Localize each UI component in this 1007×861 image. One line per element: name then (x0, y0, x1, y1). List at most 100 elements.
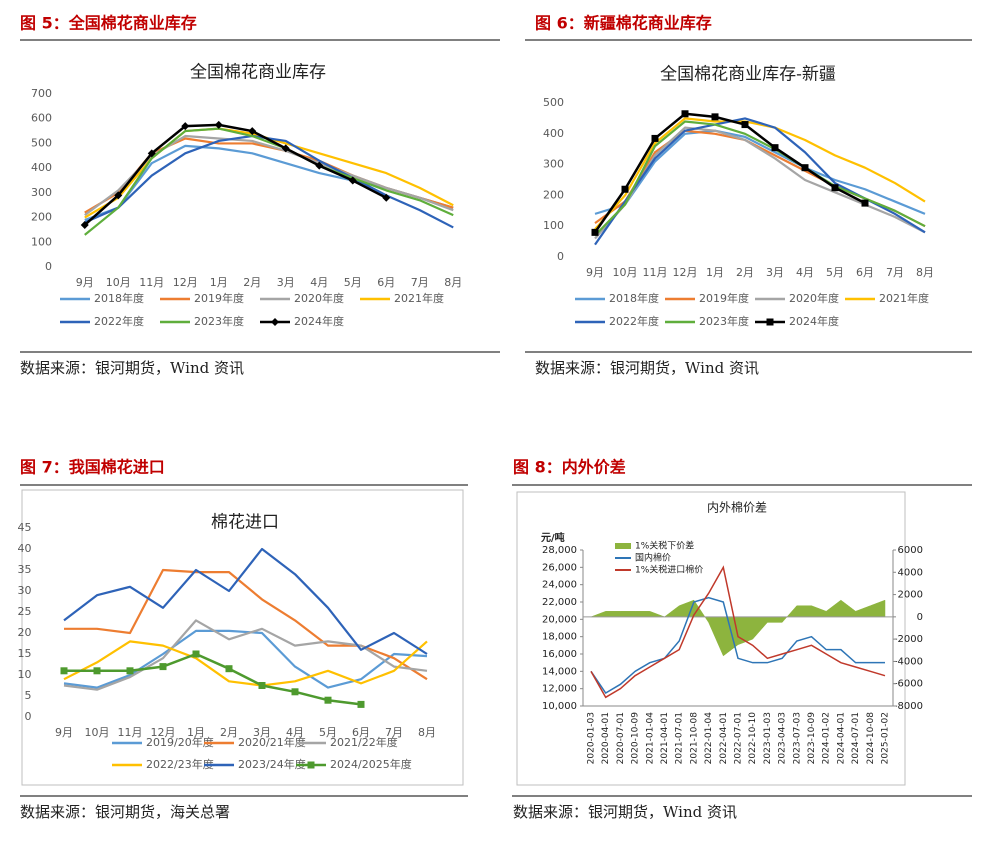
legend-label: 2018年度 (94, 291, 144, 305)
series-line (593, 112, 866, 234)
x-tick-label: 7月 (411, 276, 429, 289)
y2-tick-label: 0 (917, 612, 923, 623)
x-tick-label: 3月 (766, 266, 784, 279)
x-tick-label: 3月 (277, 276, 295, 289)
x-tick-label: 9月 (586, 266, 604, 279)
y2-tick-label: 4000 (898, 567, 923, 578)
series-line (64, 652, 362, 706)
x-tick-label: 4月 (286, 726, 304, 739)
marker (192, 650, 200, 658)
y-tick-label: 45 (18, 521, 32, 534)
y-tick-label: 300 (543, 158, 564, 171)
legend-label: 1%关税下价差 (635, 540, 694, 552)
y-tick-label: 100 (31, 235, 52, 248)
y-tick-label: 18,000 (542, 632, 577, 643)
series-line (590, 565, 886, 699)
chart-title: 内外棉价差 (707, 501, 767, 515)
marker (621, 185, 629, 193)
x-tick-label: 2023-10-09 (807, 712, 817, 765)
series-line (594, 129, 926, 215)
legend-label: 2020年度 (294, 291, 344, 305)
chart-title: 全国棉花商业库存 (190, 63, 326, 83)
series-line (594, 117, 926, 231)
x-tick-label: 2020-01-03 (587, 712, 597, 764)
spread-area (590, 599, 886, 657)
legend-label: 2019年度 (699, 291, 749, 305)
marker (93, 667, 101, 675)
x-tick-label: 2024-04-01 (836, 712, 846, 764)
legend-label: 2024年度 (789, 314, 839, 328)
x-tick-label: 5月 (319, 726, 337, 739)
marker (315, 161, 324, 170)
y-axis-label: 元/吨 (541, 531, 565, 544)
legend-marker (307, 761, 315, 769)
y2-tick-label: -2000 (894, 634, 923, 645)
figure-heading: 图 6：新疆棉花商业库存 (535, 14, 712, 33)
x-tick-label: 2月 (243, 276, 261, 289)
x-tick-label: 2022-04-01 (719, 712, 729, 764)
x-tick-label: 10月 (85, 726, 110, 739)
marker (324, 696, 332, 704)
x-tick-label: 2023-01-03 (763, 712, 773, 764)
marker (159, 663, 167, 671)
x-tick-label: 2022-01-04 (704, 712, 714, 765)
series-line (63, 619, 428, 691)
x-tick-label: 2020-04-01 (601, 712, 611, 764)
x-tick-label: 2022-10-10 (748, 712, 758, 765)
legend-marker (766, 318, 774, 326)
x-tick-label: 2024-01-02 (822, 712, 832, 764)
legend-swatch (615, 543, 631, 549)
y-tick-label: 500 (543, 96, 564, 109)
x-tick-label: 2月 (220, 726, 238, 739)
y-tick-label: 10,000 (542, 701, 577, 712)
y2-tick-label: 6000 (898, 545, 923, 556)
y-tick-label: 400 (31, 161, 52, 174)
marker (291, 688, 299, 696)
x-tick-label: 11月 (118, 726, 143, 739)
x-tick-label: 5月 (826, 266, 844, 279)
series-line (63, 640, 428, 687)
y-tick-label: 15 (18, 647, 32, 660)
x-tick-label: 5月 (344, 276, 362, 289)
series-line (594, 120, 926, 237)
y-tick-label: 20 (18, 626, 32, 639)
marker (357, 700, 365, 708)
x-tick-label: 2025-01-02 (881, 712, 891, 764)
y-tick-label: 22,000 (542, 597, 577, 608)
x-tick-label: 8月 (418, 726, 436, 739)
legend-label: 2019/20年度 (146, 735, 214, 749)
marker (258, 682, 266, 689)
figure-heading: 图 7：我国棉花进口 (20, 458, 165, 477)
chart-title: 棉花进口 (211, 513, 279, 533)
marker (861, 199, 869, 207)
marker (80, 220, 89, 229)
x-tick-label: 2020-07-01 (616, 712, 626, 764)
y-tick-label: 16,000 (542, 649, 577, 660)
legend-label: 2018年度 (609, 291, 659, 305)
x-tick-label: 2020-10-09 (631, 712, 641, 765)
marker (60, 667, 68, 675)
series-line (83, 123, 387, 226)
legend-label: 2024年度 (294, 314, 344, 328)
y-tick-label: 20,000 (542, 614, 577, 625)
legend-marker (271, 318, 279, 326)
x-tick-label: 12月 (173, 276, 198, 289)
y-tick-label: 700 (31, 87, 52, 100)
marker (801, 164, 809, 172)
y-tick-label: 5 (25, 689, 32, 702)
x-tick-label: 2024-07-01 (851, 712, 861, 764)
x-tick-label: 3月 (253, 726, 271, 739)
y-tick-label: 300 (31, 186, 52, 199)
marker (771, 144, 779, 152)
x-tick-label: 2021-01-04 (645, 712, 655, 765)
legend-label: 2020年度 (789, 291, 839, 305)
series-line (594, 126, 926, 240)
x-tick-label: 10月 (106, 276, 131, 289)
x-tick-label: 12月 (151, 726, 176, 739)
legend-label: 2020/21年度 (238, 735, 306, 749)
x-tick-label: 1月 (210, 276, 228, 289)
y2-tick-label: -8000 (894, 701, 923, 712)
y-tick-label: 12,000 (542, 684, 577, 695)
x-tick-label: 1月 (187, 726, 205, 739)
